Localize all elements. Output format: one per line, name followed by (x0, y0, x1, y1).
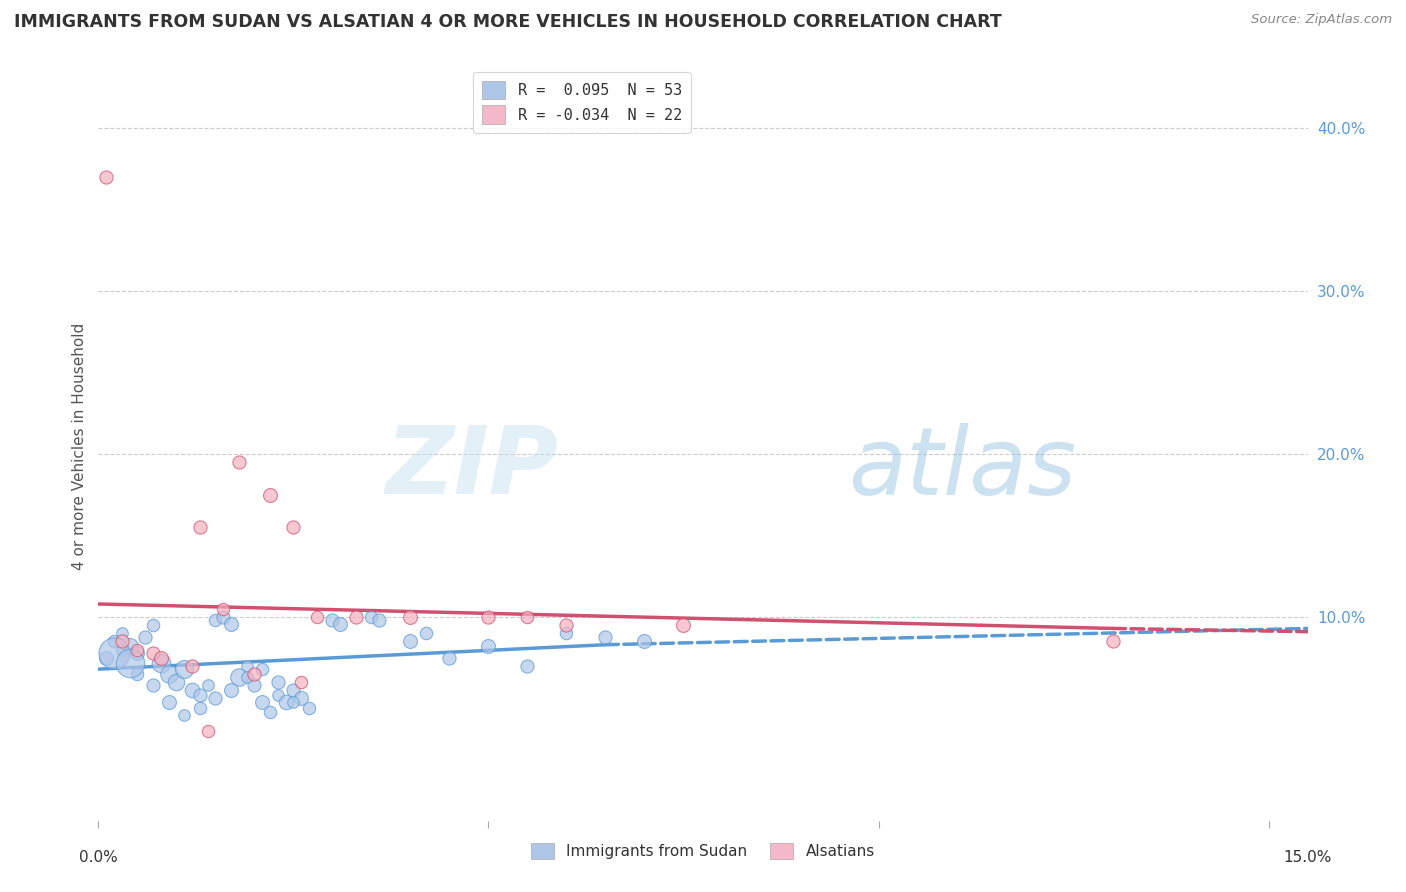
Point (142, 646, 165, 660)
Point (267, 688, 290, 702)
Point (290, 691, 312, 706)
Point (111, 634, 134, 648)
Point (173, 707, 195, 722)
Point (228, 670, 250, 684)
Point (477, 640, 499, 654)
Point (149, 656, 172, 670)
Point (118, 640, 141, 654)
Point (235, 659, 257, 673)
Point (555, 626, 578, 640)
Point (235, 670, 257, 684)
Point (360, 610, 382, 624)
Point (344, 610, 367, 624)
Point (142, 618, 165, 632)
Point (188, 520, 211, 534)
Point (197, 724, 219, 739)
Point (252, 695, 274, 709)
Text: 0.0%: 0.0% (79, 850, 118, 865)
Point (228, 455, 250, 469)
Text: ZIP: ZIP (385, 423, 558, 515)
Point (157, 667, 180, 681)
Point (111, 642, 134, 657)
Point (633, 634, 655, 648)
Point (212, 610, 235, 624)
Point (439, 650, 461, 665)
Point (274, 695, 297, 709)
Point (188, 701, 211, 715)
Point (103, 634, 125, 648)
Point (103, 646, 125, 660)
Text: 15.0%: 15.0% (1284, 850, 1331, 865)
Point (204, 613, 226, 627)
Point (298, 701, 321, 715)
Point (399, 634, 422, 648)
Text: Source: ZipAtlas.com: Source: ZipAtlas.com (1251, 13, 1392, 27)
Point (127, 642, 149, 657)
Point (181, 659, 204, 673)
Point (149, 650, 172, 665)
Point (283, 683, 305, 698)
Point (259, 488, 281, 502)
Point (127, 646, 149, 660)
Point (516, 610, 538, 624)
Point (96, 650, 118, 665)
Point (212, 602, 235, 616)
Point (305, 610, 328, 624)
Point (252, 662, 274, 676)
Point (321, 613, 343, 627)
Point (477, 610, 499, 624)
Point (197, 678, 219, 692)
Point (219, 683, 242, 698)
Point (283, 520, 305, 534)
Point (118, 656, 141, 670)
Point (595, 630, 617, 644)
Point (267, 675, 290, 690)
Text: atlas: atlas (848, 423, 1077, 514)
Point (96, 170, 118, 185)
Point (555, 618, 578, 632)
Point (415, 626, 437, 640)
Point (111, 626, 134, 640)
Point (329, 616, 352, 631)
Point (672, 618, 695, 632)
Point (165, 675, 187, 690)
Point (219, 616, 242, 631)
Y-axis label: 4 or more Vehicles in Household: 4 or more Vehicles in Household (72, 322, 87, 570)
Point (1101, 634, 1123, 648)
Point (259, 705, 281, 719)
Point (283, 695, 305, 709)
Legend: Immigrants from Sudan, Alsatians: Immigrants from Sudan, Alsatians (524, 838, 882, 865)
Text: IMMIGRANTS FROM SUDAN VS ALSATIAN 4 OR MORE VEHICLES IN HOUSEHOLD CORRELATION CH: IMMIGRANTS FROM SUDAN VS ALSATIAN 4 OR M… (14, 13, 1002, 31)
Point (127, 667, 149, 681)
Point (368, 613, 391, 627)
Point (181, 683, 204, 698)
Point (204, 691, 226, 706)
Point (188, 688, 211, 702)
Point (516, 659, 538, 673)
Point (134, 630, 156, 644)
Point (243, 667, 266, 681)
Point (157, 695, 180, 709)
Point (243, 678, 266, 692)
Point (399, 610, 422, 624)
Point (142, 678, 165, 692)
Point (173, 662, 195, 676)
Point (290, 675, 312, 690)
